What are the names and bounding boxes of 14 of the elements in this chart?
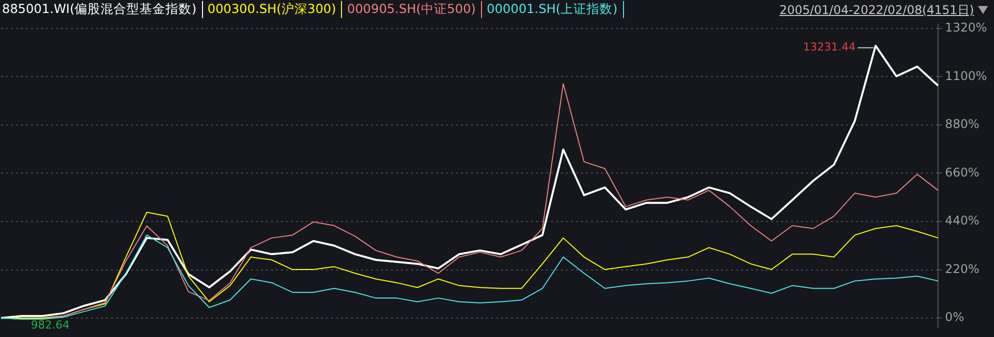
legend-label: 000905.SH(中证500) xyxy=(347,1,482,18)
legend-label: 885001.WI(偏股混合型基金指数) xyxy=(2,1,202,18)
text: 2005/01/04-2022/02/08(4151日) xyxy=(779,2,974,19)
y-tick-label: 0% xyxy=(945,310,964,324)
y-tick-label: 880% xyxy=(945,117,980,132)
y-tick-label: 660% xyxy=(945,165,980,180)
legend-label: 000300.SH(沪深300) xyxy=(208,1,342,18)
y-tick-label: 1100% xyxy=(945,68,988,83)
annotation: 982.64 xyxy=(31,318,70,332)
legend-label: 000001.SH(上证指数) xyxy=(486,1,624,18)
annotation: 13231.44 xyxy=(803,40,856,54)
y-tick-label: 220% xyxy=(945,262,980,276)
y-tick-label: 440% xyxy=(945,214,980,228)
y-tick-label: 1320% xyxy=(945,20,988,35)
